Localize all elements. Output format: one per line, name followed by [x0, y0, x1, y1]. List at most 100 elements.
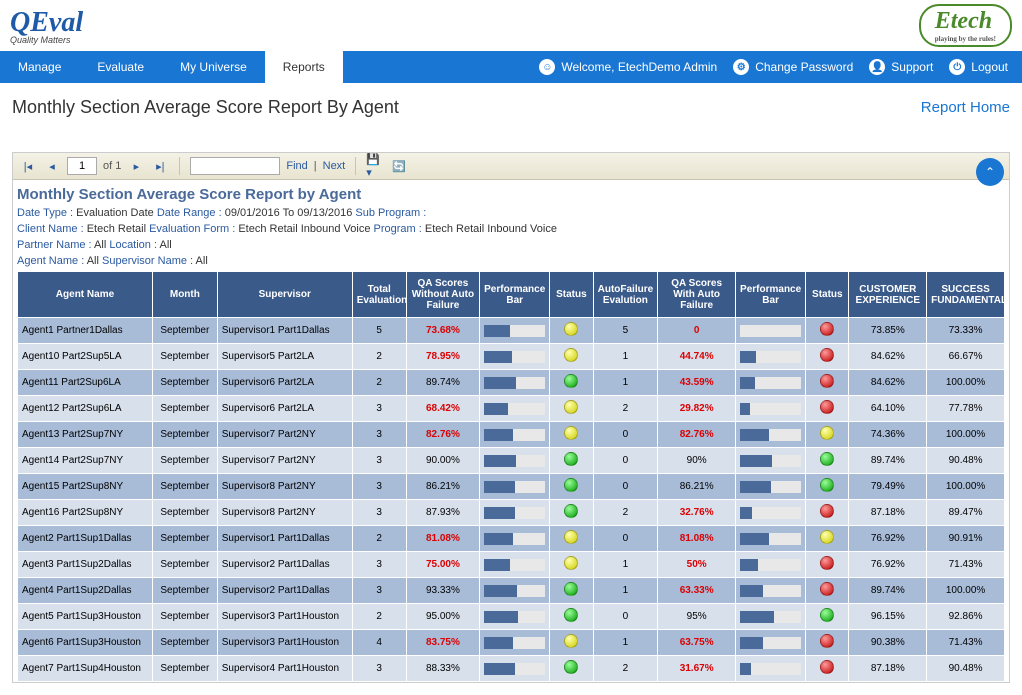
- status-dot: [820, 634, 834, 648]
- page-number-input[interactable]: [67, 157, 97, 175]
- table-row: Agent2 Part1Sup1DallasSeptemberSuperviso…: [18, 526, 1005, 552]
- column-header[interactable]: AutoFailure Evalution: [593, 272, 658, 318]
- logout-button[interactable]: ⏻Logout: [949, 59, 1008, 75]
- cell-agent: Agent10 Part2Sup5LA: [18, 344, 153, 370]
- cell-autofailure: 2: [593, 396, 658, 422]
- cell-perfbar: [480, 656, 550, 682]
- cell-success-fund: 66.67%: [927, 344, 1005, 370]
- column-header[interactable]: Performance Bar: [736, 272, 806, 318]
- column-header[interactable]: CUSTOMER EXPERIENCE: [849, 272, 927, 318]
- cell-qa-score-af: 95%: [658, 604, 736, 630]
- cell-month: September: [152, 500, 217, 526]
- export-icon[interactable]: 💾▾: [366, 157, 384, 175]
- cell-perfbar: [480, 552, 550, 578]
- nav-item-reports[interactable]: Reports: [265, 51, 343, 83]
- cell-autofailure: 0: [593, 448, 658, 474]
- column-header[interactable]: QA Scores Without Auto Failure: [406, 272, 479, 318]
- table-row: Agent1 Partner1DallasSeptemberSupervisor…: [18, 318, 1005, 344]
- cell-agent: Agent5 Part1Sup3Houston: [18, 604, 153, 630]
- column-header[interactable]: Month: [152, 272, 217, 318]
- cell-supervisor: Supervisor1 Part1Dallas: [217, 318, 352, 344]
- cell-month: September: [152, 604, 217, 630]
- refresh-icon[interactable]: 🔄: [390, 157, 408, 175]
- column-header[interactable]: Total Evaluation: [352, 272, 406, 318]
- cell-customer-exp: 87.18%: [849, 500, 927, 526]
- cell-supervisor: Supervisor1 Part1Dallas: [217, 526, 352, 552]
- status-dot: [820, 452, 834, 466]
- last-page-icon[interactable]: ▸|: [151, 157, 169, 175]
- nav-item-manage[interactable]: Manage: [0, 51, 79, 83]
- person-icon: 👤: [869, 59, 885, 75]
- cell-qa-score: 88.33%: [406, 656, 479, 682]
- cell-autofailure: 1: [593, 630, 658, 656]
- cell-qa-score: 86.21%: [406, 474, 479, 500]
- column-header[interactable]: SUCCESS FUNDAMENTALS: [927, 272, 1005, 318]
- cell-supervisor: Supervisor3 Part1Houston: [217, 604, 352, 630]
- change-password-button[interactable]: ⚙Change Password: [733, 59, 853, 75]
- cell-status: [806, 656, 849, 682]
- cell-customer-exp: 84.62%: [849, 344, 927, 370]
- next-button[interactable]: Next: [323, 160, 346, 172]
- support-button[interactable]: 👤Support: [869, 59, 933, 75]
- column-header[interactable]: Status: [806, 272, 849, 318]
- first-page-icon[interactable]: |◂: [19, 157, 37, 175]
- column-header[interactable]: Supervisor: [217, 272, 352, 318]
- column-header[interactable]: Performance Bar: [480, 272, 550, 318]
- column-header[interactable]: Status: [550, 272, 593, 318]
- page-title: Monthly Section Average Score Report By …: [12, 97, 399, 118]
- power-icon: ⏻: [949, 59, 965, 75]
- nav-item-evaluate[interactable]: Evaluate: [79, 51, 162, 83]
- meta-line: Client Name : Etech Retail Evaluation Fo…: [17, 223, 1005, 235]
- table-row: Agent11 Part2Sup6LASeptemberSupervisor6 …: [18, 370, 1005, 396]
- cell-month: September: [152, 448, 217, 474]
- status-dot: [564, 452, 578, 466]
- cell-success-fund: 89.47%: [927, 500, 1005, 526]
- status-dot: [564, 504, 578, 518]
- cell-autofailure: 1: [593, 344, 658, 370]
- cell-autofailure: 1: [593, 552, 658, 578]
- cell-agent: Agent3 Part1Sup2Dallas: [18, 552, 153, 578]
- column-header[interactable]: Agent Name: [18, 272, 153, 318]
- cell-status: [806, 578, 849, 604]
- status-dot: [564, 660, 578, 674]
- cell-supervisor: Supervisor6 Part2LA: [217, 396, 352, 422]
- report-home-link[interactable]: Report Home: [921, 99, 1010, 116]
- nav-item-my-universe[interactable]: My Universe: [162, 51, 265, 83]
- table-row: Agent5 Part1Sup3HoustonSeptemberSupervis…: [18, 604, 1005, 630]
- column-header[interactable]: QA Scores With Auto Failure: [658, 272, 736, 318]
- cell-customer-exp: 64.10%: [849, 396, 927, 422]
- scroll-top-button[interactable]: ⌃: [976, 158, 1004, 186]
- cell-agent: Agent14 Part2Sup7NY: [18, 448, 153, 474]
- cell-autofailure: 2: [593, 500, 658, 526]
- cell-total: 3: [352, 396, 406, 422]
- cell-perfbar: [736, 656, 806, 682]
- find-button[interactable]: Find: [286, 160, 307, 172]
- cell-total: 3: [352, 500, 406, 526]
- cell-month: September: [152, 656, 217, 682]
- report-viewer: |◂ ◂ of 1 ▸ ▸| Find | Next 💾▾ 🔄 Monthly …: [12, 152, 1010, 683]
- cell-customer-exp: 87.18%: [849, 656, 927, 682]
- cell-month: September: [152, 396, 217, 422]
- cell-total: 3: [352, 422, 406, 448]
- cell-qa-score: 81.08%: [406, 526, 479, 552]
- cell-customer-exp: 90.38%: [849, 630, 927, 656]
- cell-total: 2: [352, 344, 406, 370]
- prev-page-icon[interactable]: ◂: [43, 157, 61, 175]
- cell-total: 3: [352, 656, 406, 682]
- find-input[interactable]: [190, 157, 280, 175]
- cell-supervisor: Supervisor6 Part2LA: [217, 370, 352, 396]
- gear-icon: ⚙: [733, 59, 749, 75]
- report-toolbar: |◂ ◂ of 1 ▸ ▸| Find | Next 💾▾ 🔄: [13, 153, 1009, 180]
- cell-status: [806, 552, 849, 578]
- cell-total: 2: [352, 370, 406, 396]
- next-page-icon[interactable]: ▸: [127, 157, 145, 175]
- cell-perfbar: [736, 474, 806, 500]
- cell-success-fund: 90.48%: [927, 656, 1005, 682]
- status-dot: [564, 426, 578, 440]
- cell-customer-exp: 79.49%: [849, 474, 927, 500]
- cell-qa-score: 93.33%: [406, 578, 479, 604]
- cell-agent: Agent1 Partner1Dallas: [18, 318, 153, 344]
- cell-qa-score: 68.42%: [406, 396, 479, 422]
- cell-status: [806, 500, 849, 526]
- status-dot: [820, 400, 834, 414]
